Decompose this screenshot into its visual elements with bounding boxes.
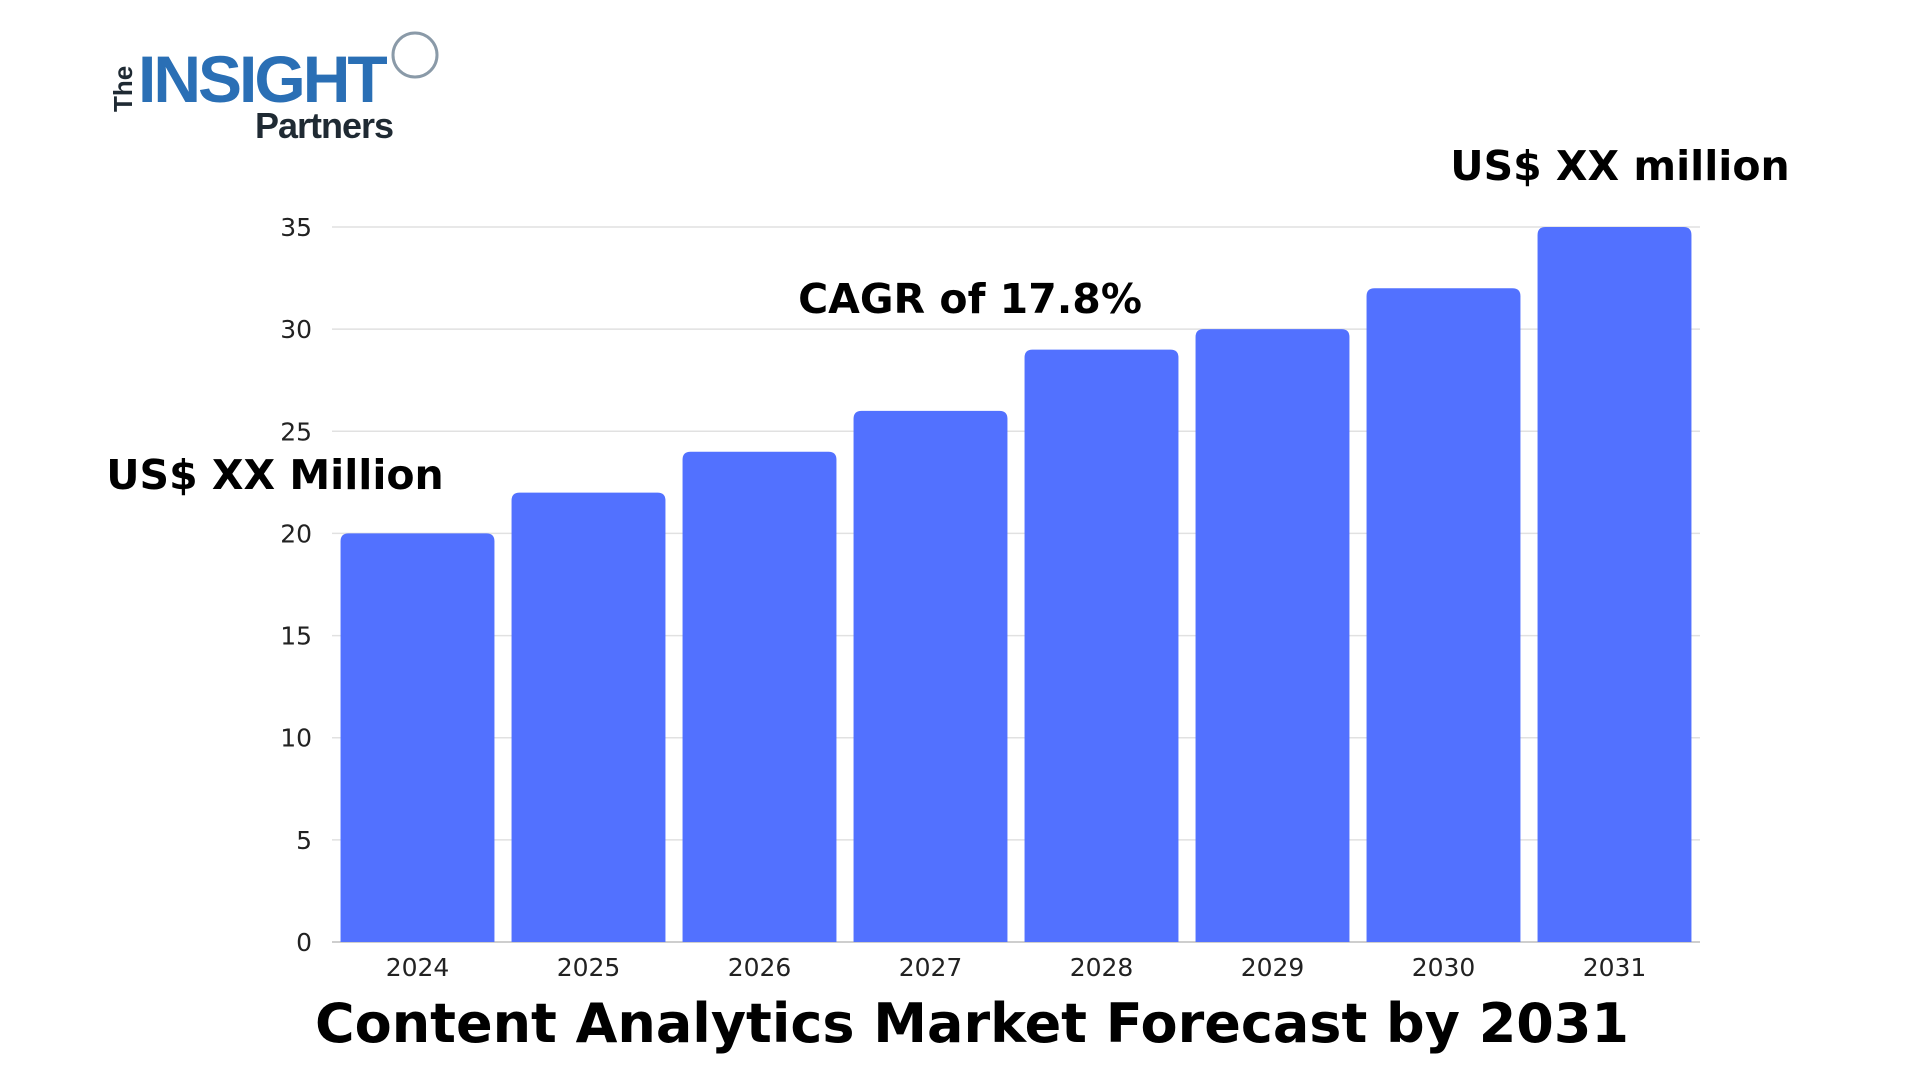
- y-tick-label: 5: [296, 826, 312, 855]
- y-tick-label: 30: [280, 315, 312, 344]
- logo-insight-text: INSIGHT: [138, 42, 387, 116]
- x-tick-label: 2031: [1583, 953, 1647, 982]
- annotation-end-value: US$ XX million: [1450, 142, 1789, 190]
- bar-2024: [340, 533, 495, 942]
- annotation-cagr: CAGR of 17.8%: [798, 275, 1142, 323]
- x-tick-label: 2027: [899, 953, 963, 982]
- bar-2031: [1537, 227, 1692, 942]
- bar-2027: [853, 410, 1008, 942]
- logo-magnifier-icon: [391, 31, 439, 79]
- y-tick-label: 15: [280, 622, 312, 651]
- y-tick-label: 35: [280, 213, 312, 242]
- logo-partners-text: Partners: [255, 105, 393, 146]
- y-tick-label: 25: [280, 417, 312, 446]
- x-tick-label: 2024: [386, 953, 450, 982]
- x-tick-label: 2030: [1412, 953, 1476, 982]
- logo-the-text: The: [108, 66, 138, 112]
- bar-2029: [1195, 329, 1350, 943]
- company-logo: The INSIGHT Partners: [108, 31, 439, 146]
- y-tick-label: 10: [280, 724, 312, 753]
- y-axis-ticks: 0 5 10 15 20 25 30 35: [280, 213, 312, 957]
- x-tick-label: 2029: [1241, 953, 1305, 982]
- annotation-start-value: US$ XX Million: [106, 451, 444, 499]
- bar-2025: [511, 492, 666, 942]
- chart-title: Content Analytics Market Forecast by 203…: [315, 992, 1629, 1055]
- x-axis-ticks: 2024 2025 2026 2027 2028 2029 2030 2031: [386, 953, 1647, 982]
- y-tick-label: 0: [296, 928, 312, 957]
- bar-2026: [682, 451, 837, 942]
- y-tick-label: 20: [280, 519, 312, 548]
- x-tick-label: 2026: [728, 953, 792, 982]
- x-tick-label: 2025: [557, 953, 621, 982]
- bar-2030: [1366, 288, 1521, 942]
- bars: [340, 227, 1692, 943]
- bar-2028: [1024, 349, 1179, 943]
- x-tick-label: 2028: [1070, 953, 1134, 982]
